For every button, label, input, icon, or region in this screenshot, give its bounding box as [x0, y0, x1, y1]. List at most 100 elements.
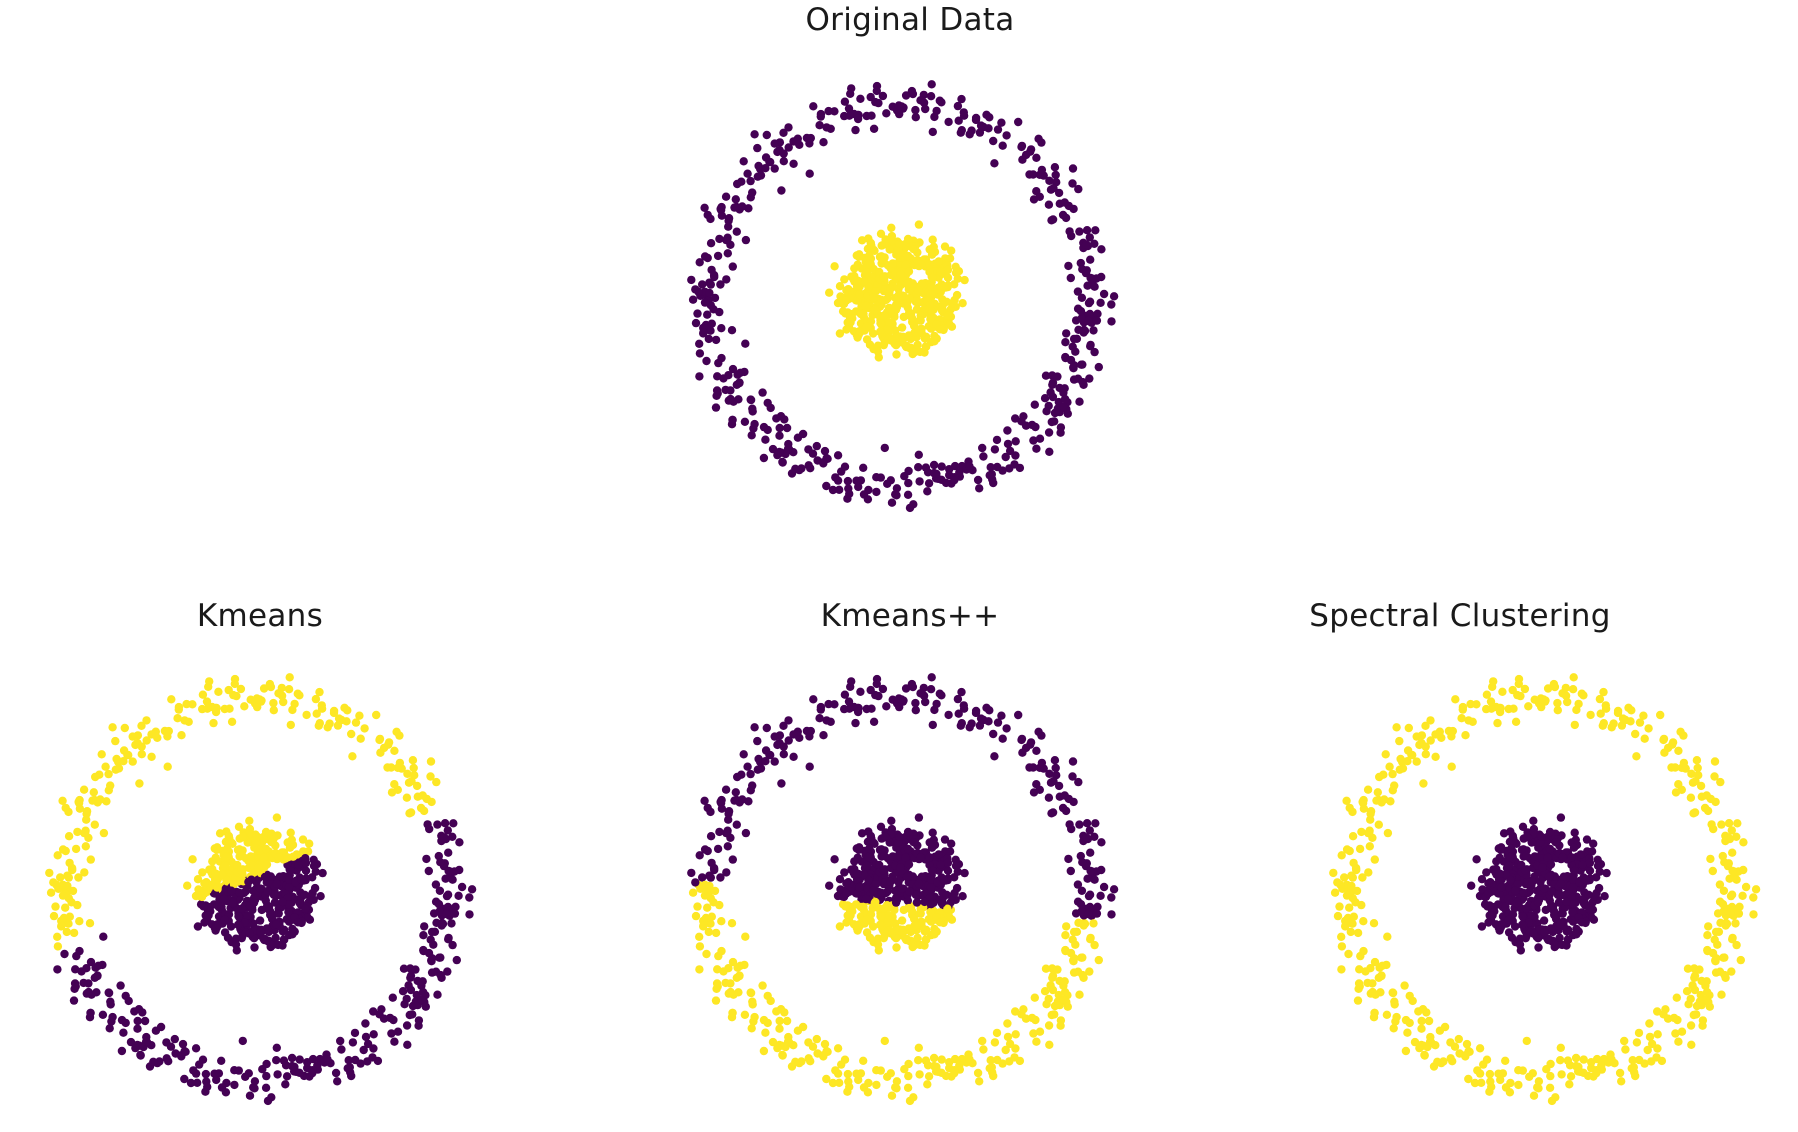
scatter-point	[965, 723, 974, 732]
scatter-point	[1085, 826, 1095, 835]
scatter-point	[1547, 1096, 1557, 1106]
scatter-point	[902, 279, 912, 289]
scatter-point	[182, 699, 191, 709]
scatter-point	[1075, 990, 1084, 999]
scatter-point	[953, 694, 963, 704]
scatter-point	[1529, 929, 1538, 938]
scatter-point	[302, 710, 311, 720]
scatter-point	[815, 714, 824, 723]
scatter-point	[883, 479, 892, 488]
scatter-point	[935, 325, 945, 334]
scatter-point	[978, 443, 987, 453]
scatter-point	[746, 395, 756, 405]
scatter-point	[726, 987, 735, 997]
scatter-point	[1577, 918, 1587, 927]
scatter-point	[1084, 316, 1093, 326]
scatter-point	[1084, 909, 1093, 919]
scatter-point	[1010, 1053, 1019, 1062]
scatter-point	[1344, 949, 1353, 959]
scatter-point	[770, 732, 779, 741]
scatter-point	[835, 329, 845, 338]
scatter-point	[1557, 1070, 1566, 1079]
scatter-point	[914, 813, 924, 822]
scatter-point	[1069, 968, 1079, 977]
scatter-point	[816, 109, 826, 119]
scatter-point	[773, 450, 782, 460]
scatter-point	[1056, 1021, 1065, 1030]
scatter-series-kmeans	[45, 673, 477, 1106]
scatter-point	[222, 852, 231, 862]
scatter-point	[921, 935, 930, 944]
scatter-point	[399, 964, 409, 973]
scatter-point	[1090, 875, 1099, 884]
scatter-point	[271, 920, 281, 929]
scatter-point	[945, 465, 954, 474]
scatter-point	[870, 305, 879, 315]
scatter-point	[717, 353, 726, 363]
scatter-point	[759, 1046, 769, 1056]
scatter-point	[825, 881, 834, 890]
scatter-point	[403, 769, 412, 778]
scatter-point	[1086, 342, 1095, 351]
scatter-point	[854, 845, 864, 854]
scatter-point	[1347, 881, 1356, 891]
scatter-point	[904, 1059, 913, 1069]
scatter-point	[1522, 851, 1531, 861]
scatter-point	[713, 844, 723, 854]
scatter-point	[1109, 885, 1119, 894]
scatter-point	[1584, 890, 1593, 899]
scatter-point	[748, 188, 757, 197]
scatter-point	[912, 305, 922, 314]
scatter-point	[1702, 977, 1711, 986]
scatter-point	[835, 282, 845, 291]
scatter-point	[896, 270, 905, 279]
scatter-point	[730, 796, 739, 805]
scatter-point	[713, 982, 722, 991]
scatter-point	[1617, 721, 1627, 730]
scatter-point	[1563, 1056, 1573, 1065]
scatter-point	[1690, 973, 1699, 982]
scatter-point	[1349, 912, 1359, 921]
scatter-point	[262, 924, 272, 933]
scatter-point	[709, 305, 718, 314]
scatter-point	[1021, 421, 1031, 430]
scatter-point	[1570, 828, 1579, 837]
scatter-point	[1042, 1000, 1051, 1009]
scatter-point	[1660, 748, 1669, 757]
scatter-point	[706, 239, 716, 248]
scatter-point	[136, 1051, 145, 1060]
scatter-point	[1032, 1037, 1041, 1046]
scatter-point	[926, 314, 935, 324]
scatter-point	[1408, 996, 1417, 1006]
scatter-point	[1040, 987, 1050, 996]
scatter-point	[1373, 788, 1383, 797]
scatter-point	[1404, 723, 1414, 733]
scatter-point	[1472, 855, 1481, 864]
scatter-point	[361, 1019, 370, 1028]
scatter-point	[198, 1055, 208, 1064]
scatter-point	[924, 1072, 934, 1081]
scatter-point	[732, 227, 741, 236]
scatter-point	[376, 748, 385, 757]
scatter-point	[411, 965, 420, 974]
scatter-point	[1707, 820, 1716, 829]
scatter-point	[1710, 757, 1720, 766]
scatter-point	[1534, 943, 1543, 952]
scatter-point	[81, 828, 90, 837]
scatter-point	[1337, 965, 1346, 974]
scatter-point	[930, 924, 939, 934]
scatter-point	[272, 813, 282, 822]
scatter-point	[217, 1056, 226, 1066]
scatter-point	[691, 285, 700, 294]
scatter-point	[1081, 240, 1091, 249]
scatter-point	[241, 1072, 250, 1082]
scatter-point	[1495, 853, 1504, 862]
scatter-point	[1390, 997, 1399, 1006]
scatter-point	[369, 1007, 378, 1016]
scatter-point	[1078, 265, 1087, 274]
scatter-point	[840, 97, 850, 106]
scatter-point	[1418, 1005, 1428, 1014]
scatter-point	[1035, 1027, 1045, 1036]
scatter-point	[1080, 326, 1090, 335]
scatter-point	[1751, 885, 1761, 894]
